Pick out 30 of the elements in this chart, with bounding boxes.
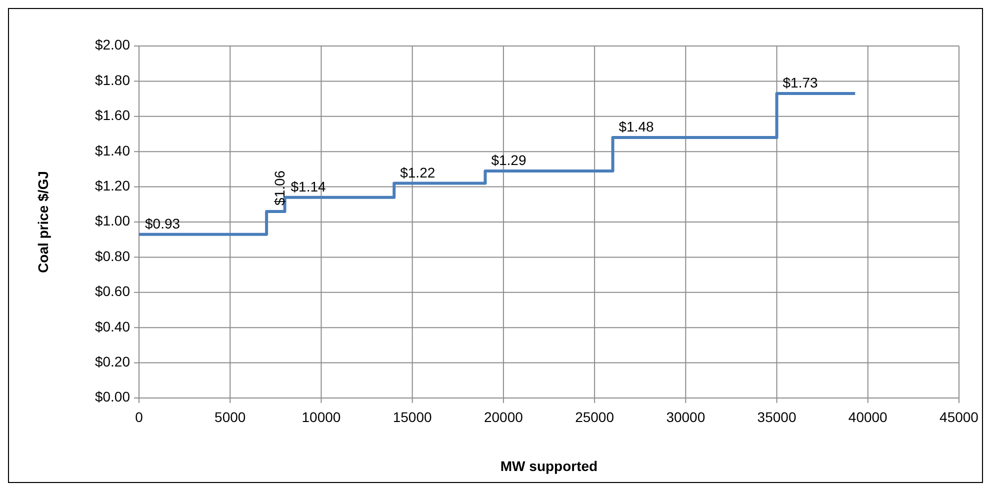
x-tick-label: 35000: [757, 409, 796, 425]
y-tick-label: $0.60: [94, 283, 130, 300]
x-tick-label: 40000: [848, 409, 888, 425]
x-tick-label: 25000: [575, 409, 614, 425]
data-label: $1.06: [271, 170, 288, 206]
x-tick-label: 0: [135, 409, 144, 425]
y-axis-title: Coal price $/GJ: [35, 171, 51, 273]
x-tick-label: 5000: [214, 409, 246, 425]
data-label: $0.93: [145, 215, 180, 232]
y-tick-label: $2.00: [94, 36, 130, 53]
data-label: $1.73: [782, 74, 818, 91]
y-tick-label: $0.40: [94, 318, 130, 334]
data-label: $1.22: [400, 164, 436, 180]
y-tick-label: $0.00: [94, 388, 130, 405]
y-tick-label: $1.20: [94, 178, 130, 194]
x-tick-label: 10000: [302, 409, 341, 425]
y-tick-label: $1.80: [94, 72, 130, 88]
y-tick-label: $1.00: [94, 212, 130, 229]
y-tick-label: $1.60: [94, 107, 130, 124]
y-tick-label: $0.80: [94, 248, 130, 264]
data-label: $1.48: [618, 118, 654, 135]
y-tick-label: $1.40: [94, 142, 130, 158]
y-tick-label: $0.20: [94, 354, 130, 370]
x-tick-label: 15000: [392, 409, 432, 425]
data-label: $1.14: [290, 178, 326, 194]
data-label: $1.29: [491, 152, 526, 168]
x-tick-label: 20000: [484, 409, 524, 425]
x-axis-title: MW supported: [500, 458, 598, 474]
x-tick-label: 45000: [940, 409, 979, 425]
x-tick-label: 30000: [666, 409, 706, 425]
